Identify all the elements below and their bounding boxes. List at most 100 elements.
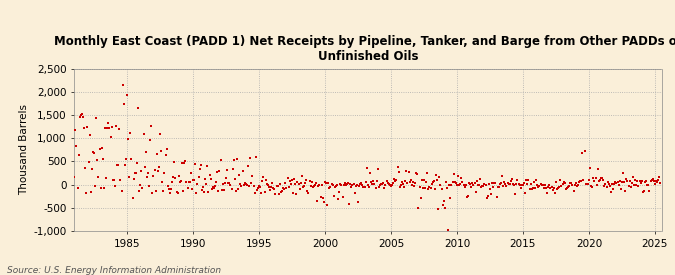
Point [84, 133, 95, 137]
Point [441, 186, 452, 190]
Point [306, 180, 317, 185]
Point [268, 185, 279, 190]
Point [443, 227, 454, 232]
Point [319, 199, 329, 204]
Point [347, 182, 358, 187]
Point [144, 138, 155, 143]
Point [289, 177, 300, 182]
Point [504, 182, 514, 187]
Point [205, 177, 216, 181]
Point [527, 186, 538, 190]
Point [331, 183, 342, 188]
Point [195, 163, 206, 167]
Point [401, 169, 412, 173]
Point [455, 182, 466, 186]
Point [130, 171, 141, 175]
Point [366, 180, 377, 184]
Point [272, 184, 283, 188]
Point [448, 172, 459, 177]
Point [601, 185, 612, 189]
Point [554, 185, 564, 189]
Point [119, 163, 130, 167]
Point [633, 184, 644, 188]
Point [114, 127, 125, 131]
Point [478, 184, 489, 188]
Point [634, 179, 645, 183]
Point [196, 188, 207, 192]
Point [536, 183, 547, 187]
Point [142, 171, 153, 175]
Point [71, 144, 82, 148]
Point [200, 177, 211, 181]
Point [270, 191, 281, 196]
Point [547, 188, 558, 192]
Point [210, 183, 221, 188]
Point [122, 93, 132, 97]
Point [213, 189, 223, 193]
Point [446, 183, 457, 187]
Point [474, 183, 485, 187]
Point [431, 173, 441, 178]
Point [367, 182, 378, 186]
Point [153, 164, 164, 169]
Point [387, 181, 398, 186]
Point [296, 181, 306, 185]
Point [583, 178, 594, 182]
Point [361, 166, 372, 170]
Point [356, 181, 367, 185]
Point [177, 160, 188, 165]
Point [157, 180, 167, 185]
Point [170, 175, 181, 180]
Point [299, 184, 310, 188]
Point [579, 148, 590, 153]
Point [360, 179, 371, 184]
Point [541, 185, 551, 190]
Point [548, 186, 559, 190]
Point [371, 179, 382, 183]
Point [654, 174, 665, 179]
Point [163, 187, 174, 191]
Point [497, 183, 508, 188]
Point [483, 194, 493, 198]
Point [265, 188, 275, 192]
Point [572, 183, 583, 187]
Point [421, 180, 431, 184]
Point [139, 165, 150, 169]
Point [511, 182, 522, 187]
Point [325, 185, 336, 189]
Point [454, 183, 464, 187]
Point [183, 180, 194, 184]
Point [298, 185, 308, 189]
Point [88, 150, 99, 154]
Point [383, 182, 394, 186]
Point [362, 183, 373, 187]
Point [226, 186, 237, 191]
Point [438, 199, 449, 203]
Point [480, 183, 491, 187]
Point [389, 177, 400, 181]
Point [293, 182, 304, 186]
Point [563, 185, 574, 189]
Point [560, 181, 570, 186]
Point [568, 189, 579, 193]
Point [487, 180, 497, 185]
Point [134, 189, 144, 193]
Point [286, 182, 296, 186]
Point [469, 181, 480, 185]
Point [370, 186, 381, 191]
Point [376, 182, 387, 186]
Point [373, 185, 384, 189]
Point [555, 178, 566, 182]
Point [69, 175, 80, 179]
Point [408, 184, 419, 188]
Point [90, 184, 101, 189]
Point [109, 184, 120, 188]
Point [259, 189, 270, 194]
Point [468, 183, 479, 187]
Point [523, 178, 534, 182]
Point [92, 158, 103, 162]
Point [263, 185, 274, 189]
Point [501, 183, 512, 188]
Point [156, 149, 167, 154]
Point [207, 184, 218, 189]
